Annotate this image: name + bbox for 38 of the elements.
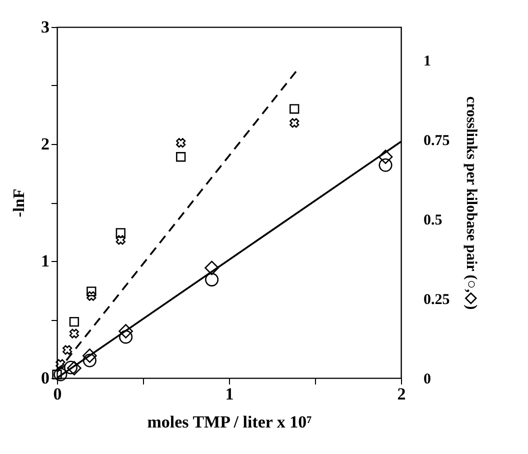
point: [118, 324, 133, 338]
y-axis-title: -lnF: [11, 188, 28, 218]
point: [64, 360, 78, 374]
x-tick-label: 1: [225, 384, 234, 404]
point: [290, 104, 300, 114]
y-tick-label: 0: [41, 368, 50, 388]
point: [69, 328, 79, 338]
y2-tick-label: 1: [424, 53, 431, 70]
point: [62, 345, 72, 355]
point: [116, 228, 126, 238]
point: [176, 152, 186, 162]
y2-tick-label: 0: [424, 372, 431, 388]
x-tick-label: 0: [53, 384, 62, 404]
point: [378, 150, 393, 164]
point: [176, 138, 186, 148]
point: [54, 368, 68, 382]
y2-tick-label: 0.25: [424, 292, 450, 308]
y-tick-label: 2: [41, 134, 50, 154]
point: [378, 158, 392, 172]
x-tick-label: 2: [397, 384, 406, 404]
point: [82, 348, 97, 363]
point: [204, 260, 219, 276]
point: [86, 291, 96, 301]
y-tick-label: 1: [41, 252, 50, 270]
point: [56, 359, 66, 369]
point: [205, 272, 219, 286]
point: [290, 118, 300, 128]
y2-tick-label: 0.75: [424, 132, 450, 149]
y2-tick-label: 0.5: [424, 212, 442, 228]
y-tick-label: 3: [41, 18, 50, 36]
point: [82, 354, 96, 368]
point: [119, 330, 133, 344]
point: [116, 235, 126, 245]
point: [67, 360, 82, 376]
x-axis-title: moles TMP / liter x 10⁷: [147, 412, 312, 432]
point: [86, 286, 96, 296]
point: [69, 317, 80, 327]
y2-axis-title: crosslinks per kilobase pair (○,◇): [462, 96, 479, 310]
